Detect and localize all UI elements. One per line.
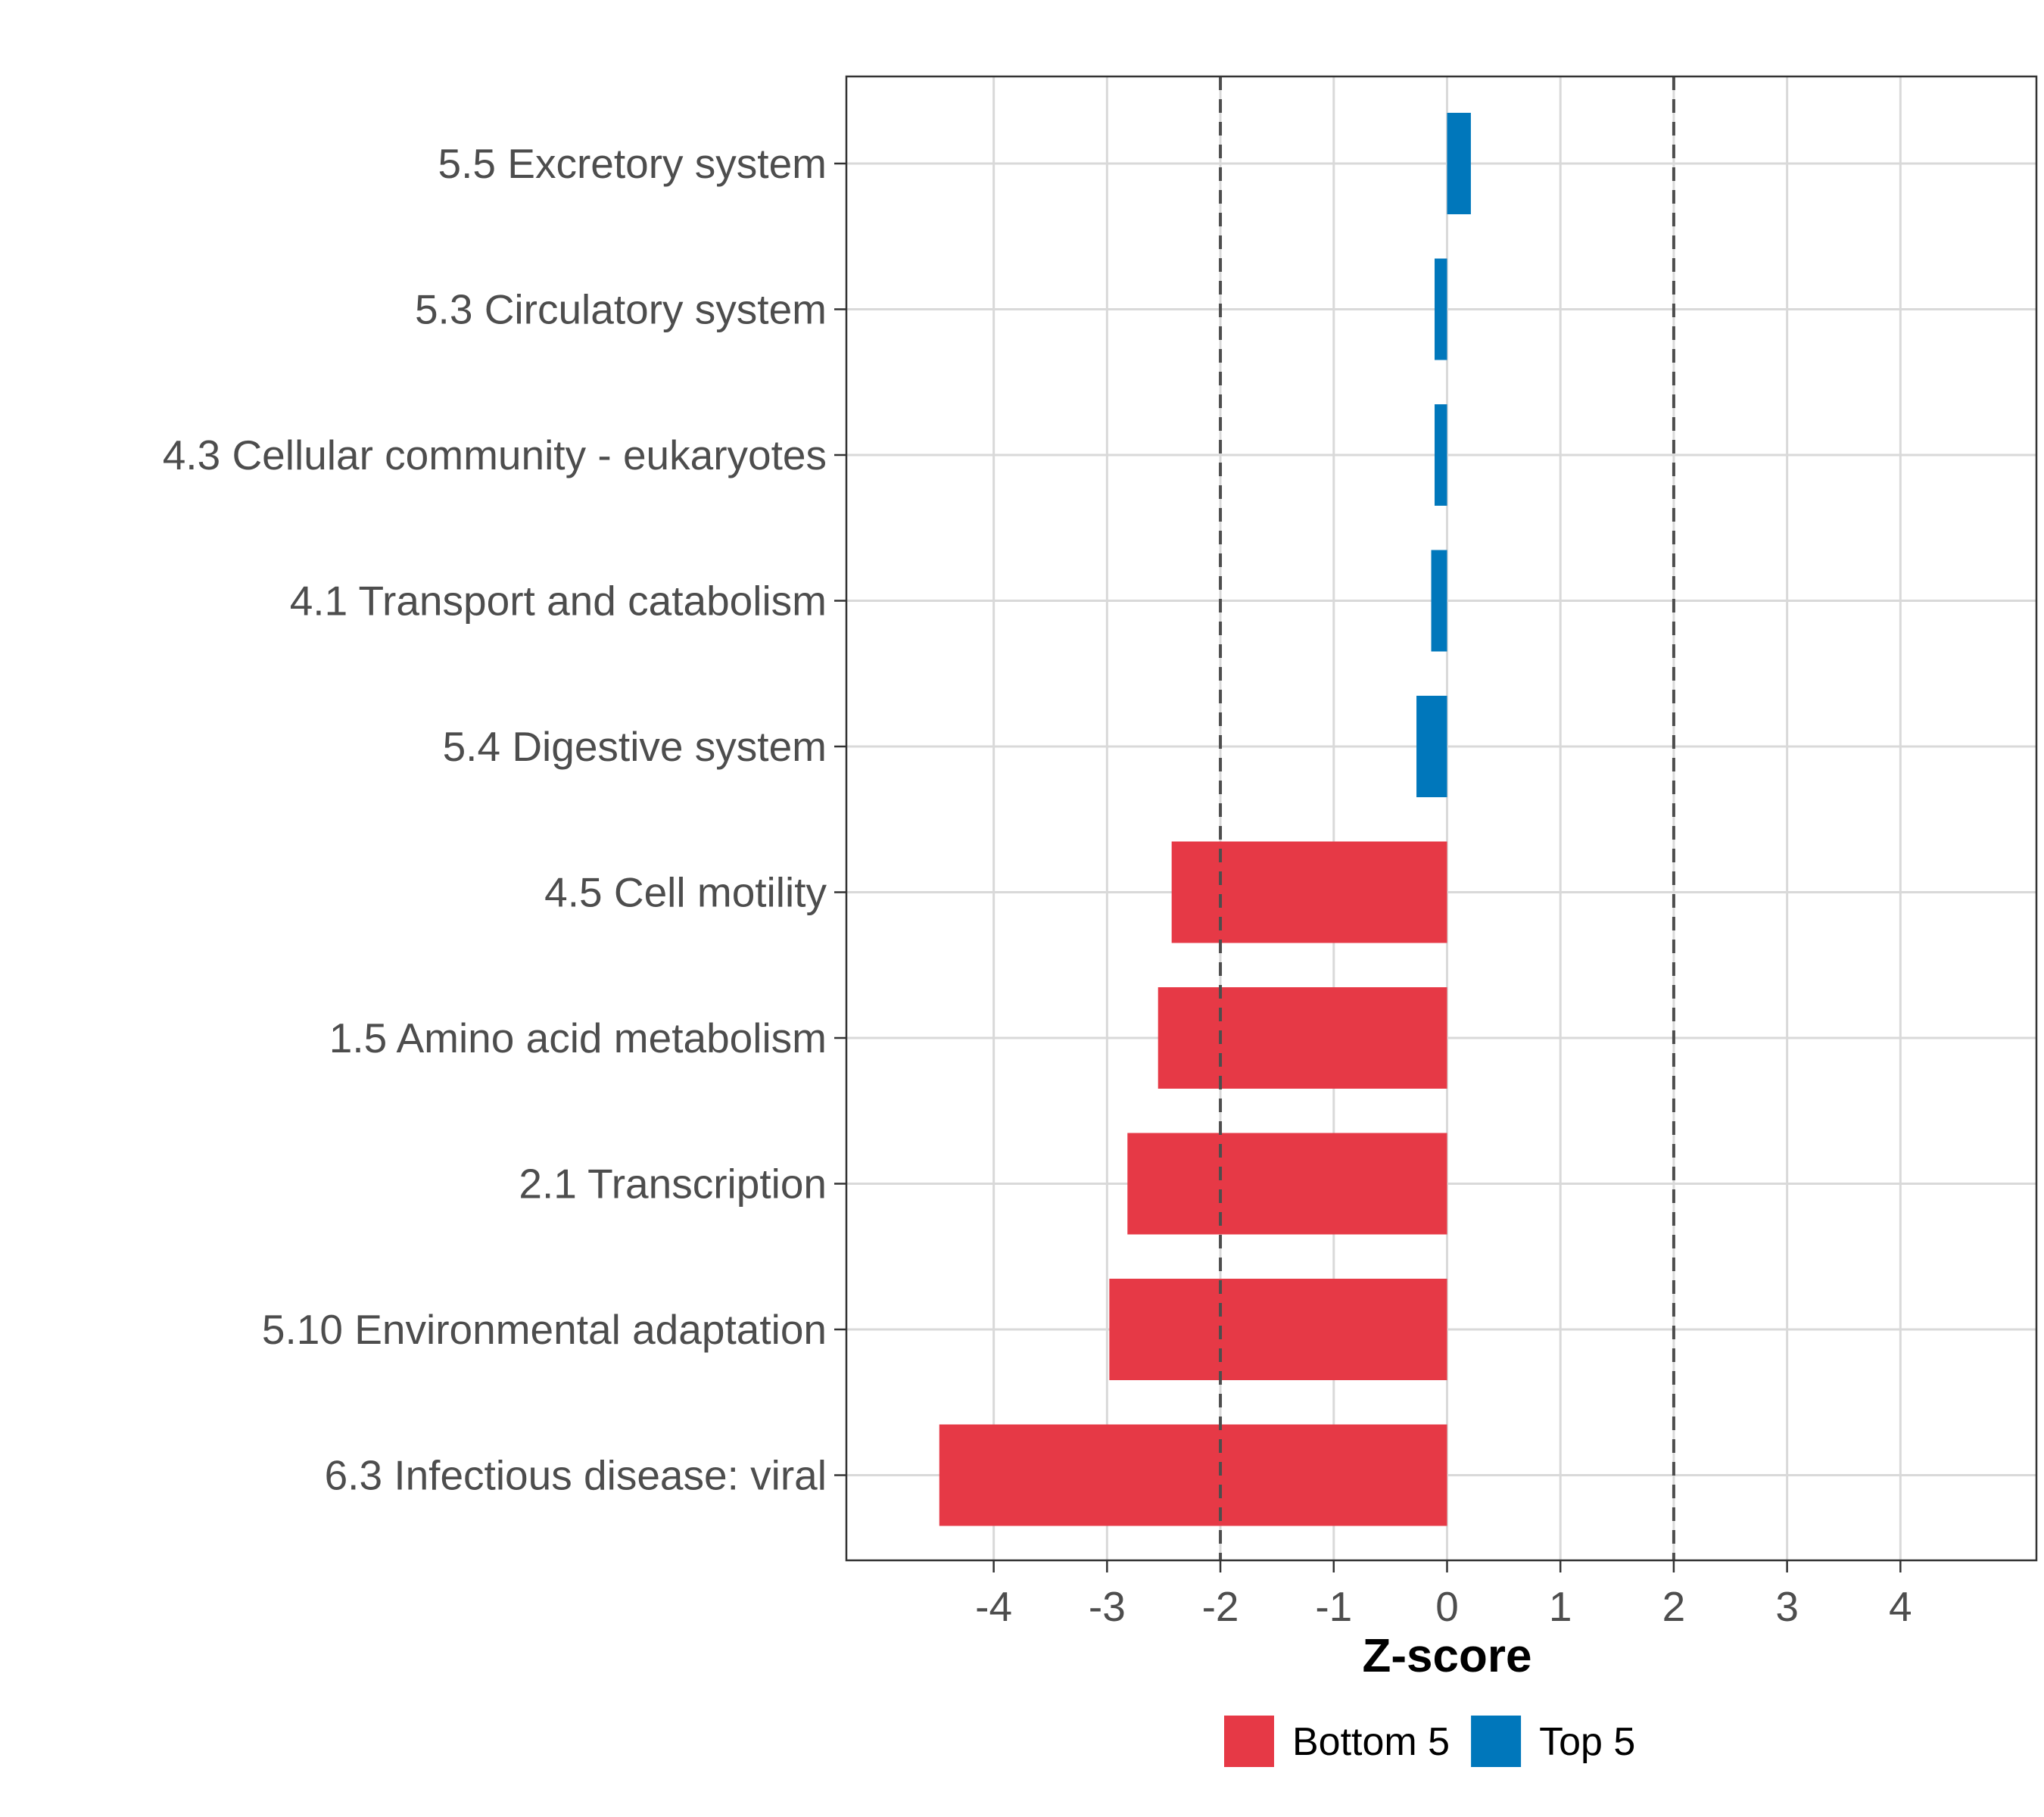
x-tick-label: 3 <box>1775 1583 1799 1630</box>
legend-swatch <box>1224 1716 1274 1767</box>
x-tick-label: 4 <box>1889 1583 1912 1630</box>
bar <box>1109 1279 1447 1380</box>
reference-lines <box>1219 76 1675 1560</box>
category-label: 2.1 Transcription <box>519 1161 827 1208</box>
x-tick-label: 1 <box>1549 1583 1572 1630</box>
category-label: 4.3 Cellular community - eukaryotes <box>163 432 827 478</box>
bar-layer <box>939 113 1471 1526</box>
category-label: 6.3 Infectious disease: viral <box>325 1452 827 1499</box>
x-axis-title: Z-score <box>1363 1630 1532 1682</box>
bar <box>939 1424 1447 1526</box>
legend-swatch <box>1471 1716 1522 1767</box>
x-tick-label: -1 <box>1315 1583 1352 1630</box>
category-label: 5.4 Digestive system <box>443 723 827 770</box>
x-axis: -4 -3 -2 -1 0 1 2 3 4 <box>975 1560 1912 1630</box>
category-label: 4.1 Transport and catabolism <box>290 578 827 625</box>
bar <box>1431 550 1447 652</box>
x-tick-label: -3 <box>1089 1583 1126 1630</box>
legend-label: Top 5 <box>1539 1720 1635 1764</box>
legend-label: Bottom 5 <box>1292 1720 1450 1764</box>
x-tick-label: 0 <box>1435 1583 1459 1630</box>
bar <box>1435 404 1447 506</box>
category-label: 5.5 Excretory system <box>438 140 827 187</box>
bar <box>1171 841 1447 943</box>
category-label: 5.10 Environmental adaptation <box>262 1306 827 1353</box>
panel-border <box>845 75 2038 1562</box>
category-label: 1.5 Amino acid metabolism <box>329 1014 827 1061</box>
category-label: 5.3 Circulatory system <box>415 286 827 333</box>
x-tick-label: -4 <box>975 1583 1012 1630</box>
x-tick-label: -2 <box>1202 1583 1239 1630</box>
bar <box>1447 113 1471 214</box>
legend: Bottom 5 Top 5 <box>1224 1716 1635 1767</box>
x-tick-label: 2 <box>1662 1583 1686 1630</box>
y-axis: 5.5 Excretory system 5.3 Circulatory syst… <box>163 140 846 1499</box>
bar <box>1435 258 1447 360</box>
bar <box>1158 987 1447 1089</box>
bar <box>1416 696 1447 797</box>
category-label: 4.5 Cell motility <box>544 869 827 916</box>
bar <box>1127 1133 1447 1235</box>
